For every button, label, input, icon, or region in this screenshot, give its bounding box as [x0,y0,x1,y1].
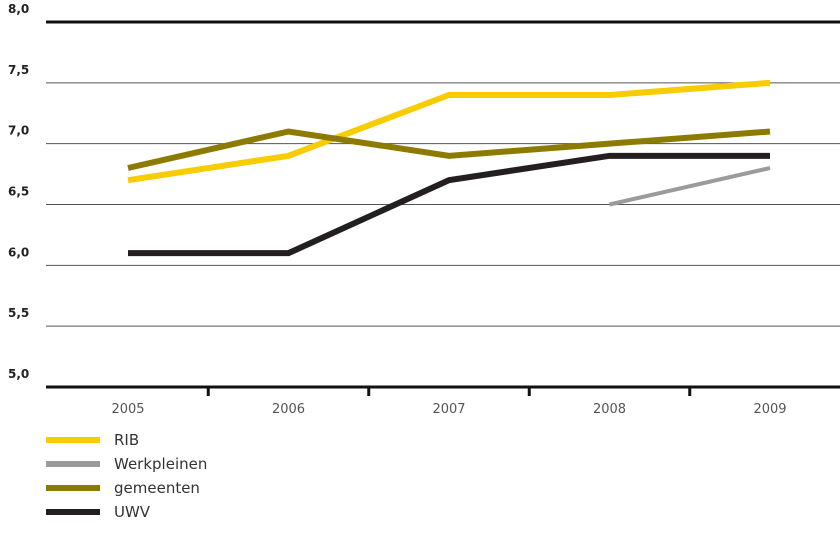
legend-swatch [46,509,100,515]
y-tick-label: 7,5 [8,63,29,77]
line-chart: 5,05,56,06,57,07,58,0 2005 2006 2007 2008 20… [8,2,840,417]
legend-label: Werkpleinen [114,455,208,473]
legend: RIB Werkpleinen gemeenten UWV [46,428,207,524]
x-tick-label: 2008 [593,402,626,417]
series-lines [127,79,771,257]
y-tick-label: 7,0 [8,124,29,138]
legend-swatch [46,461,100,467]
x-tick-label: 2005 [111,402,144,417]
legend-item-uwv: UWV [46,500,207,524]
legend-item-rib: RIB [46,428,207,452]
y-tick-label: 5,0 [8,367,29,381]
y-tick-label: 6,0 [8,245,29,259]
x-tick-label: 2007 [432,402,465,417]
series-line-rib [127,79,771,184]
x-tick-label: 2009 [753,402,786,417]
legend-swatch [46,437,100,443]
x-tick-label: 2006 [272,402,305,417]
legend-swatch [46,485,100,491]
y-tick-label: 6,5 [8,185,29,199]
x-axis: 2005 2006 2007 2008 2009 [111,387,787,417]
series-line-werkpleinen [609,166,771,207]
y-axis-ticks: 5,0 5,5 6,0 6,5 7,0 7,5 8,0 [8,2,29,381]
y-tick-label: 8,0 [8,2,29,16]
legend-label: RIB [114,431,140,449]
series-line-uwv [128,152,770,257]
legend-label: UWV [114,503,151,521]
legend-item-gemeenten: gemeenten [46,476,207,500]
gridlines [46,20,840,389]
legend-item-werkpleinen: Werkpleinen [46,452,207,476]
series-line-gemeenten [127,128,771,171]
legend-label: gemeenten [114,479,200,497]
y-tick-label: 5,5 [8,306,29,320]
